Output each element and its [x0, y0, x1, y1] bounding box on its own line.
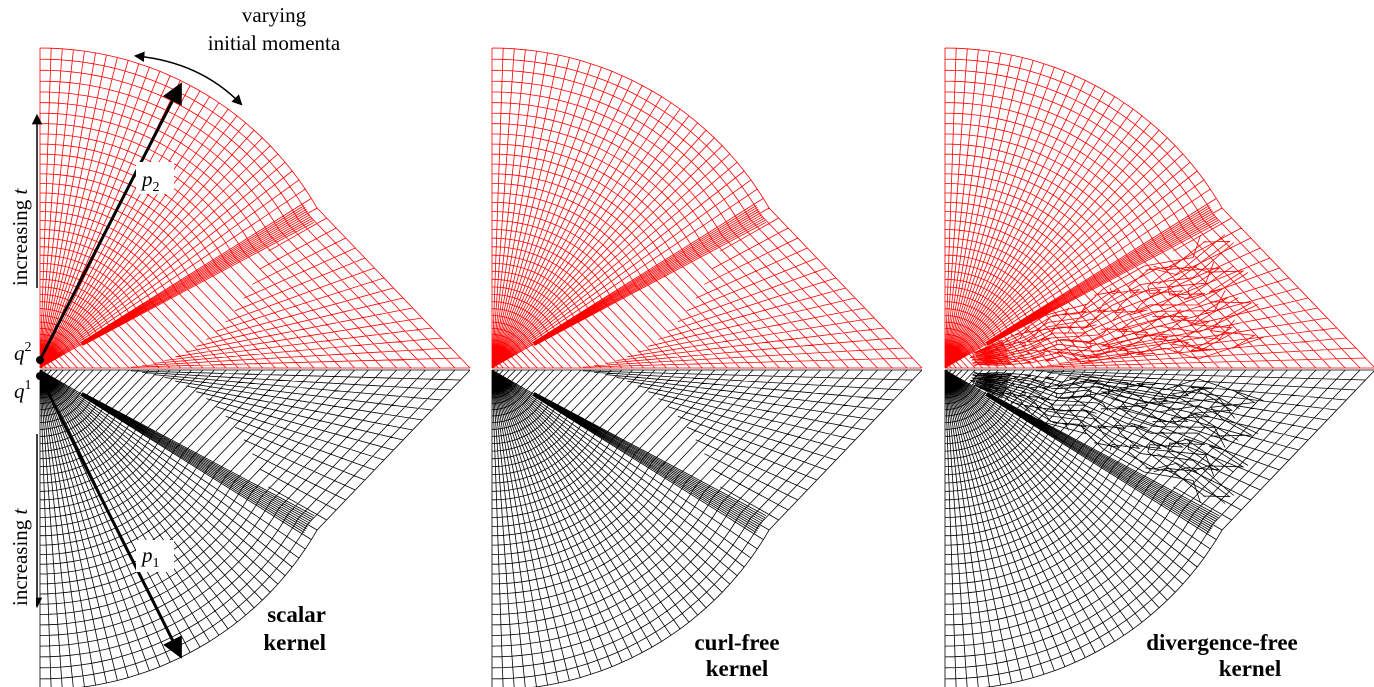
panel-title: kernel	[1219, 656, 1282, 681]
time-label: increasing t	[8, 187, 32, 286]
label-bg	[6, 450, 36, 606]
time-label: increasing t	[8, 507, 32, 606]
label-sub: 2	[153, 180, 160, 195]
momentum-arrow	[38, 375, 182, 659]
label-sup: 1	[25, 378, 32, 393]
point	[36, 356, 44, 364]
panel-title: curl-free	[694, 630, 779, 655]
mesh-lines	[39, 47, 471, 369]
momentum-arrow	[38, 82, 182, 361]
label-var: t	[8, 187, 32, 194]
panel-title: scalar	[267, 602, 326, 627]
point-label: q1	[14, 378, 32, 403]
panel-title: kernel	[706, 656, 769, 681]
panel-title: divergence-free	[1146, 630, 1298, 655]
mesh-lines	[39, 369, 471, 687]
label-base: q	[14, 341, 25, 365]
label-var: t	[8, 507, 32, 514]
mesh-lines	[944, 369, 1374, 687]
panel-title: kernel	[263, 630, 326, 655]
label-sup: 2	[25, 340, 32, 355]
annotation: varying	[242, 3, 307, 27]
label-bg	[136, 540, 174, 572]
curved-arrow	[133, 51, 243, 106]
label-base: q	[14, 379, 25, 403]
point	[36, 372, 44, 380]
momentum-label: p2	[140, 167, 160, 195]
point-label: q2	[14, 340, 32, 365]
label-bg	[136, 162, 174, 194]
label-text: increasing	[8, 519, 32, 606]
meshes	[39, 47, 1374, 687]
mesh-lines	[944, 47, 1374, 369]
label-bg	[6, 130, 36, 286]
label-base: p	[140, 543, 153, 567]
mesh-lines	[969, 371, 1264, 504]
label-sub: 1	[153, 556, 160, 571]
label-base: p	[140, 167, 153, 191]
mesh-lines	[491, 369, 923, 687]
annotation: initial momenta	[208, 31, 341, 55]
momentum-label: p1	[140, 543, 160, 571]
label-text: increasing	[8, 199, 32, 286]
mesh-lines	[491, 47, 923, 369]
mesh-lines	[969, 234, 1264, 367]
